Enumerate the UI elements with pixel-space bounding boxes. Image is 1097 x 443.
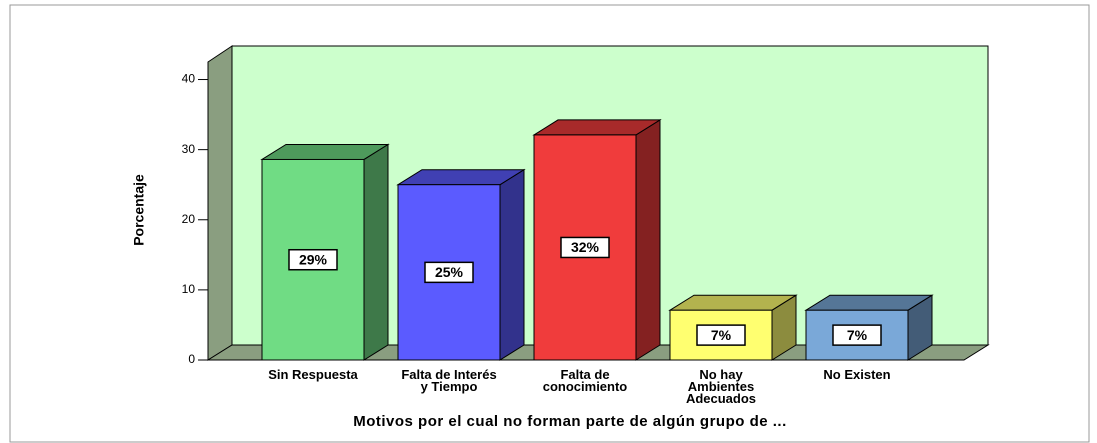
y-tick-label: 40 xyxy=(182,72,196,86)
x-tick-label: No hay Ambientes Adecuados xyxy=(685,367,757,406)
y-axis-title: Porcentaje xyxy=(131,174,147,246)
y-tick-label: 30 xyxy=(182,142,196,156)
bar-side xyxy=(499,168,525,361)
y-tick-label: 0 xyxy=(188,352,195,366)
x-tick-label: Falta de Interés y Tiempo xyxy=(401,367,497,394)
x-axis-title: Motivos por el cual no forman parte de a… xyxy=(353,413,787,430)
bar-side xyxy=(363,143,389,361)
value-label: 25% xyxy=(435,264,464,280)
y-tick-label: 20 xyxy=(182,212,196,226)
x-tick-label: Sin Respuesta xyxy=(268,367,358,382)
side-wall xyxy=(207,45,233,361)
value-label-box xyxy=(424,261,474,284)
value-label-box xyxy=(288,248,338,271)
bar-side xyxy=(635,119,661,361)
value-label-box xyxy=(696,324,746,346)
value-label: 32% xyxy=(571,239,600,255)
value-label-box xyxy=(560,236,610,259)
x-tick-label: Falta de conocimiento xyxy=(542,367,628,394)
value-label: 7% xyxy=(711,327,732,343)
x-tick-label: No Existen xyxy=(823,367,891,382)
y-tick-label: 10 xyxy=(182,282,196,296)
value-label-box xyxy=(832,324,882,346)
value-label: 29% xyxy=(299,251,328,267)
value-label: 7% xyxy=(847,327,868,343)
